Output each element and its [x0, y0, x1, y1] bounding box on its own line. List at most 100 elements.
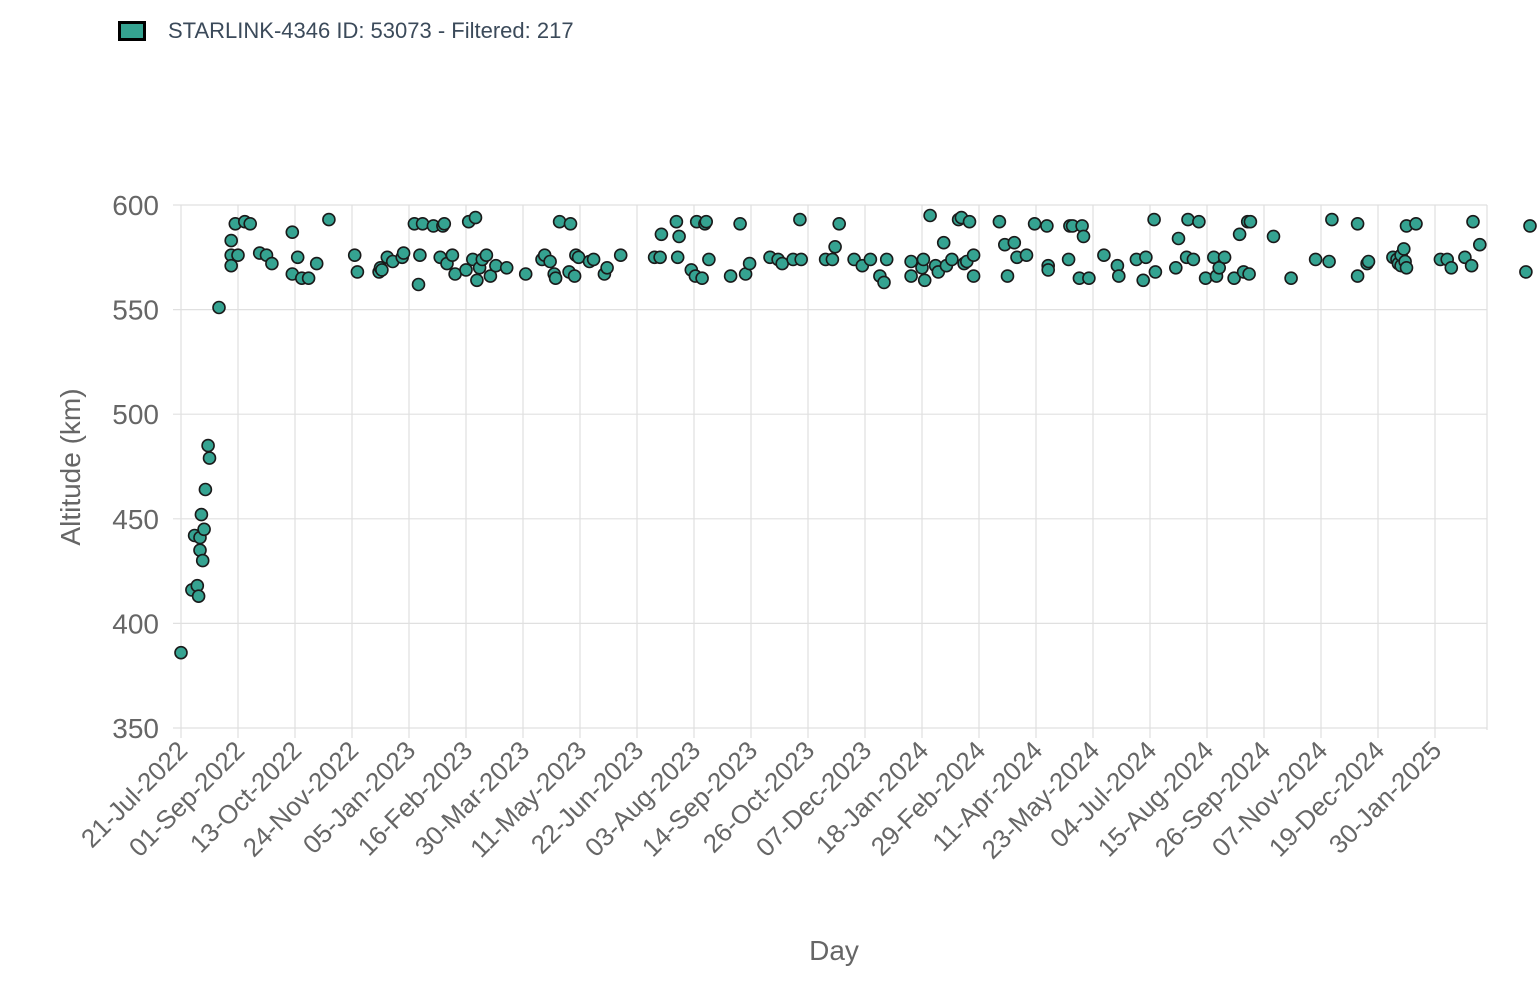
data-point[interactable] [285, 225, 300, 239]
data-point[interactable] [1041, 263, 1055, 277]
data-point[interactable] [699, 214, 714, 229]
data-point[interactable] [904, 254, 918, 269]
data-point[interactable] [322, 212, 336, 227]
data-point[interactable] [411, 277, 426, 292]
data-point[interactable] [1322, 254, 1336, 269]
data-point[interactable] [1399, 260, 1414, 275]
data-point[interactable] [1007, 235, 1022, 250]
data-point[interactable] [669, 214, 684, 229]
data-point[interactable] [600, 260, 614, 275]
data-point[interactable] [231, 248, 245, 262]
data-point[interactable] [966, 269, 981, 283]
data-point[interactable] [1097, 248, 1111, 262]
data-point[interactable] [468, 210, 483, 225]
data-point[interactable] [479, 248, 494, 262]
data-point[interactable] [702, 252, 716, 267]
data-point[interactable] [499, 260, 514, 275]
data-point[interactable] [1019, 248, 1034, 262]
data-point[interactable] [224, 233, 238, 248]
data-point[interactable] [552, 214, 567, 229]
data-point[interactable] [567, 269, 582, 283]
data-point[interactable] [459, 263, 473, 277]
data-point[interactable] [415, 217, 430, 231]
data-point[interactable] [1242, 267, 1256, 281]
data-point[interactable] [212, 300, 226, 315]
data-point[interactable] [396, 246, 411, 260]
data-point[interactable] [966, 248, 981, 262]
data-point[interactable] [470, 273, 484, 288]
data-point[interactable] [563, 217, 578, 231]
data-point[interactable] [1076, 229, 1091, 244]
data-point[interactable] [1409, 217, 1423, 231]
data-point[interactable] [1350, 269, 1365, 283]
data-point[interactable] [1061, 252, 1076, 267]
data-point[interactable] [1171, 231, 1186, 246]
data-point[interactable] [265, 256, 279, 271]
data-point[interactable] [672, 229, 686, 244]
data-point[interactable] [1232, 227, 1247, 242]
data-point[interactable] [548, 271, 563, 286]
data-point[interactable] [194, 507, 209, 522]
data-point[interactable] [1212, 260, 1226, 275]
data-point[interactable] [309, 256, 324, 271]
data-point[interactable] [904, 269, 918, 283]
data-point[interactable] [202, 451, 217, 465]
data-point[interactable] [437, 217, 452, 231]
data-point[interactable] [174, 645, 188, 660]
data-point[interactable] [1397, 242, 1411, 256]
data-point[interactable] [1136, 273, 1150, 288]
data-point[interactable] [1523, 219, 1537, 233]
data-point[interactable] [1040, 219, 1054, 233]
data-point[interactable] [1466, 214, 1480, 229]
data-point[interactable] [1227, 271, 1241, 286]
data-point[interactable] [877, 275, 891, 290]
data-point[interactable] [489, 258, 503, 273]
data-point[interactable] [863, 252, 878, 267]
data-point[interactable] [992, 214, 1007, 229]
data-point[interactable] [1181, 212, 1195, 227]
data-point[interactable] [794, 252, 809, 267]
data-point[interactable] [518, 267, 533, 281]
data-point[interactable] [1325, 212, 1339, 227]
data-point[interactable] [695, 271, 709, 286]
data-point[interactable] [1112, 269, 1126, 283]
data-point[interactable] [1082, 271, 1096, 286]
data-point[interactable] [962, 214, 977, 229]
data-point[interactable] [224, 258, 238, 273]
data-point[interactable] [653, 250, 667, 265]
data-point[interactable] [197, 522, 211, 537]
data-point[interactable] [917, 273, 932, 288]
data-point[interactable] [916, 252, 931, 267]
data-point[interactable] [742, 256, 757, 271]
data-point[interactable] [201, 438, 215, 453]
data-point[interactable] [543, 254, 557, 269]
data-point[interactable] [793, 212, 807, 227]
data-point[interactable] [670, 250, 685, 265]
data-point[interactable] [1148, 265, 1163, 279]
data-point[interactable] [613, 248, 628, 262]
data-point[interactable] [828, 240, 842, 254]
data-point[interactable] [375, 263, 389, 277]
data-point[interactable] [1444, 260, 1459, 275]
data-point[interactable] [413, 248, 427, 262]
data-point[interactable] [191, 589, 206, 604]
legend[interactable]: STARLINK-4346 ID: 53073 - Filtered: 217 [118, 18, 574, 44]
data-point[interactable] [733, 217, 747, 231]
data-point[interactable] [347, 248, 362, 262]
data-point[interactable] [1027, 217, 1042, 231]
data-point[interactable] [195, 553, 210, 568]
data-point[interactable] [825, 252, 840, 267]
data-point[interactable] [445, 248, 460, 262]
data-point[interactable] [350, 265, 365, 279]
data-point[interactable] [1464, 258, 1479, 273]
data-point[interactable] [1000, 269, 1015, 283]
data-point[interactable] [1192, 214, 1206, 229]
data-point[interactable] [879, 252, 894, 267]
data-point[interactable] [1243, 214, 1258, 229]
data-point[interactable] [483, 269, 498, 283]
data-point[interactable] [654, 227, 669, 242]
data-point[interactable] [923, 208, 937, 223]
data-point[interactable] [1198, 271, 1213, 286]
data-point[interactable] [1519, 265, 1533, 279]
data-point[interactable] [1217, 250, 1232, 265]
